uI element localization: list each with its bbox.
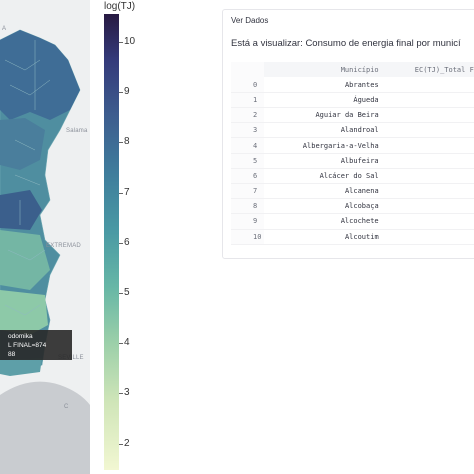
colorbar-tick-label: 6 (124, 236, 130, 248)
data-table[interactable]: Município EC(TJ)_Total FI 0Abrantes11Águ… (231, 62, 474, 246)
table-row[interactable]: 10 Alcoutim (231, 229, 474, 245)
table-header-row: Município EC(TJ)_Total FI (231, 62, 474, 78)
cell-municipio[interactable]: Albergaria-a-Velha (302, 141, 379, 150)
row-index[interactable]: 7 (231, 183, 265, 199)
colorbar-tick (119, 343, 123, 345)
colorbar-tick-label: 7 (124, 186, 130, 198)
hover-tooltip: odomika L FINAL=874 88 (0, 330, 72, 360)
cell-value[interactable]: 1 (382, 168, 474, 183)
colorbar-tick (119, 242, 123, 244)
table-row[interactable]: 3 Alandroal (231, 122, 474, 138)
choropleth-map[interactable]: A Salama EXTREMAD SEVILLE C odomika L FI… (0, 0, 90, 474)
map-label-salamanca: Salama (66, 128, 88, 134)
colorbar-tick (119, 92, 123, 94)
cell-value[interactable] (382, 229, 474, 244)
table-caption: Está a visualizar: Consumo de energia fi… (231, 38, 461, 49)
alentejo-south-region[interactable] (0, 290, 48, 335)
lisbon-region[interactable] (0, 190, 42, 230)
cell-municipio[interactable]: Alcácer do Sal (319, 171, 379, 180)
tooltip-line-1: odomika (8, 333, 33, 340)
row-index[interactable]: 0 (231, 77, 265, 93)
colorbar-tick-label: 3 (124, 387, 130, 399)
map-canvas[interactable] (0, 0, 90, 474)
cell-municipio[interactable]: Alcochete (340, 217, 379, 226)
row-index[interactable]: 10 (231, 229, 265, 245)
row-index[interactable]: 6 (231, 168, 265, 184)
cell-municipio[interactable]: Alcanena (344, 187, 379, 196)
row-index[interactable]: 8 (231, 198, 265, 214)
algarve-region[interactable] (0, 358, 42, 376)
table-row[interactable]: 7 Alcanena9 (231, 183, 474, 199)
cell-value[interactable] (382, 123, 474, 138)
cell-value[interactable]: 1 (382, 92, 474, 107)
colorbar-tick (119, 393, 123, 395)
cell-municipio[interactable]: Alandroal (340, 126, 379, 135)
tooltip-line-2: L FINAL=874 (8, 342, 47, 349)
cell-value[interactable]: 2 (382, 153, 474, 168)
expander-title[interactable]: Ver Dados (231, 16, 269, 25)
colorbar-tick-label: 5 (124, 287, 130, 298)
column-header-municipio[interactable]: Município (264, 62, 382, 78)
cell-municipio[interactable]: Alcobaça (344, 202, 379, 211)
row-index[interactable]: 3 (231, 122, 265, 138)
row-index[interactable]: 1 (231, 92, 265, 108)
cell-municipio[interactable]: Alcoutim (344, 232, 379, 241)
colorbar-tick-label: 9 (124, 86, 130, 98)
alentejo-region[interactable] (0, 230, 50, 290)
colorbar-tick-label: 4 (124, 337, 130, 349)
colorbar-tick (119, 142, 123, 144)
cell-municipio[interactable]: Abrantes (344, 80, 379, 89)
table-row[interactable]: 2 Aguiar da Beira (231, 107, 474, 123)
colorbar-tick (119, 192, 123, 194)
row-index[interactable]: 4 (231, 137, 265, 154)
colorbar-tick (119, 42, 123, 43)
map-label-extremadura: EXTREMAD (46, 243, 81, 249)
colorbar-tick-label: 8 (124, 136, 130, 148)
table-row[interactable]: 4 Albergaria-a-Velha1 (231, 137, 474, 154)
cell-value[interactable]: 1 (382, 214, 474, 229)
table-row[interactable]: 6 Alcácer do Sal1 (231, 168, 474, 184)
map-label-bottom: C (64, 404, 69, 410)
column-header-value[interactable]: EC(TJ)_Total FI (381, 62, 474, 78)
cell-value[interactable]: 1 (382, 138, 474, 153)
row-index[interactable]: 9 (231, 213, 265, 230)
table-row[interactable]: 5 Albufeira2 (231, 153, 474, 169)
cell-value[interactable]: 2 (382, 199, 474, 214)
map-label-top: A (2, 26, 7, 32)
cell-municipio[interactable]: Águeda (353, 95, 379, 104)
colorbar-tick-label: 10 (124, 36, 136, 47)
sea-area (0, 381, 90, 474)
table-row[interactable]: 1Águeda1 (231, 92, 474, 108)
tooltip-line-3: 88 (8, 351, 16, 358)
cell-value[interactable]: 9 (382, 184, 474, 199)
colorbar-tick (119, 293, 123, 294)
municipality-borders (4, 40, 51, 316)
cell-value[interactable] (382, 108, 474, 123)
north-region[interactable] (0, 30, 80, 120)
colorbar-tick (119, 443, 123, 445)
cell-value[interactable]: 1 (382, 77, 474, 92)
cell-municipio[interactable]: Albufeira (340, 156, 379, 165)
colorbar-title: log(TJ) (104, 1, 136, 12)
colorbar-tick-label: 2 (124, 437, 130, 449)
row-index[interactable]: 2 (231, 107, 265, 123)
colorbar (104, 14, 119, 470)
row-index[interactable]: 5 (231, 153, 265, 169)
column-header-index[interactable] (231, 62, 265, 78)
table-row[interactable]: 8 Alcobaça2 (231, 198, 474, 214)
cell-municipio[interactable]: Aguiar da Beira (315, 111, 379, 120)
